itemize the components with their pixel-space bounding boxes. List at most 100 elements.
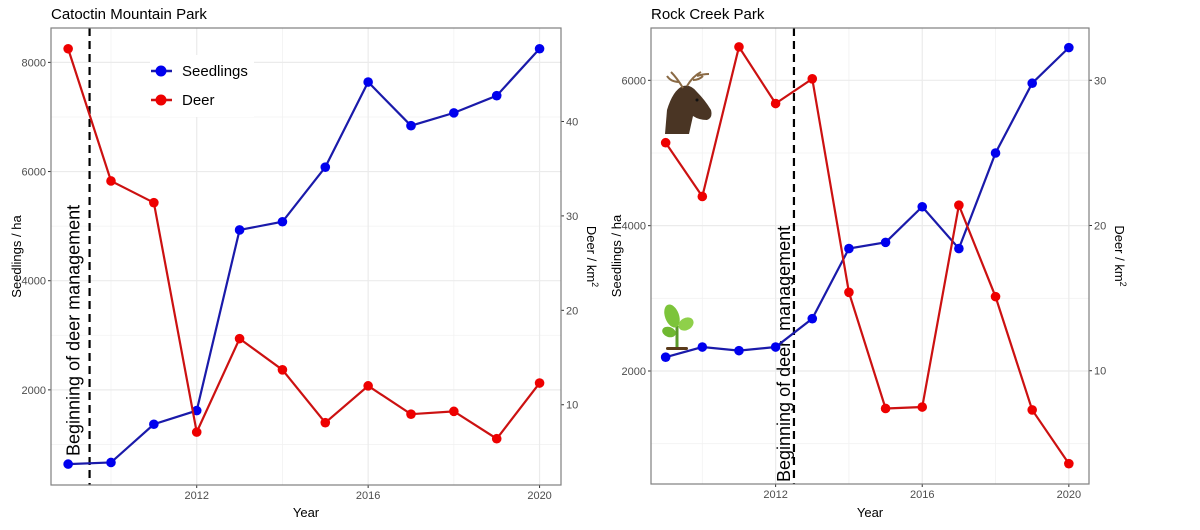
y2-tick-label: 40	[566, 116, 578, 128]
data-point	[63, 459, 73, 469]
chart-panel-1: 2000 4000 6000 8000 10 20 30 40 2012 2016 2020 Cato…	[9, 6, 600, 520]
data-point	[954, 200, 964, 210]
y-axis-title: Seedlings / ha	[9, 215, 24, 298]
data-point	[1064, 42, 1074, 53]
data-point	[491, 433, 502, 444]
seedling-leaf	[664, 304, 680, 328]
data-point	[234, 333, 245, 344]
deer-antlers	[666, 71, 710, 89]
data-point	[1064, 458, 1074, 469]
x-tick-label: 2016	[910, 489, 934, 501]
data-point	[734, 42, 744, 52]
y2-tick-label: 20	[566, 305, 578, 317]
deer-eye	[695, 98, 699, 102]
panel-border	[650, 27, 1090, 485]
series-deer	[63, 43, 545, 444]
deer-head-shape	[665, 85, 712, 134]
data-point	[990, 291, 1001, 302]
data-point	[106, 176, 116, 186]
data-point	[363, 381, 373, 391]
legend-background	[150, 55, 254, 117]
y-axis-title: Seedlings / ha	[609, 214, 624, 297]
data-point	[844, 243, 854, 254]
data-point	[660, 352, 671, 362]
data-point	[770, 342, 781, 352]
y2-axis-title: Deer / km2	[1112, 225, 1128, 286]
data-point	[534, 43, 545, 54]
data-point	[320, 162, 331, 172]
data-point	[320, 417, 331, 428]
data-point	[954, 243, 964, 254]
legend-label: Deer	[182, 92, 215, 109]
y2-tick-label: 10	[1094, 366, 1106, 378]
y-tick-label: 2000	[622, 366, 646, 378]
data-point	[277, 216, 288, 227]
panel-border	[50, 27, 562, 486]
chart-panel-2: 2000 4000 6000 10 20 30 2012 2016 2020 Rock Creek…	[609, 6, 1128, 520]
y2-tick-label: 30	[566, 211, 578, 223]
data-point	[106, 457, 116, 468]
chart-title: Rock Creek Park	[651, 6, 765, 23]
y-tick-label: 6000	[22, 167, 46, 179]
data-point	[191, 405, 202, 416]
x-axis-title: Year	[857, 505, 884, 520]
legend-key-point	[155, 65, 167, 77]
data-point	[697, 342, 708, 352]
y-tick-label: 8000	[22, 57, 46, 69]
series-line	[665, 46, 1070, 359]
y2-tick-label: 20	[1094, 221, 1106, 233]
seedling-leaf	[678, 317, 694, 331]
y2-axis-title: Deer / km2	[584, 226, 600, 287]
legend: Seedlings Deer	[150, 55, 254, 117]
data-point	[277, 365, 288, 375]
data-point	[449, 406, 459, 417]
data-point	[697, 191, 708, 202]
series-line	[664, 44, 1070, 465]
data-point	[770, 98, 781, 109]
series-line	[68, 47, 541, 466]
data-point	[880, 403, 891, 414]
y-tick-label: 6000	[622, 75, 646, 87]
y-tick-label: 4000	[622, 221, 646, 233]
y-tick-label: 4000	[22, 276, 46, 288]
legend-key-point	[155, 94, 167, 106]
data-point	[990, 148, 1001, 158]
y2-axis-title-text: Deer / km	[1112, 225, 1127, 281]
data-point	[234, 225, 245, 235]
x-tick-label: 2020	[527, 490, 551, 502]
chart-title: Catoctin Mountain Park	[51, 6, 207, 23]
data-point	[734, 345, 744, 356]
data-point	[149, 197, 159, 208]
data-point	[807, 74, 818, 84]
x-tick-label: 2016	[356, 490, 380, 502]
data-point	[534, 378, 545, 388]
data-point	[844, 287, 854, 298]
y2-axis-title-superscript: 2	[590, 282, 600, 287]
x-tick-label: 2020	[1057, 489, 1081, 501]
x-axis-title: Year	[293, 505, 320, 520]
y2-tick-label: 10	[566, 400, 578, 412]
seedling-leaf	[662, 326, 676, 338]
x-tick-label: 2012	[763, 489, 787, 501]
data-point	[660, 137, 671, 148]
y-tick-label: 2000	[22, 385, 46, 397]
annotation-text: Beginning of deer management	[774, 226, 794, 482]
data-point	[63, 43, 73, 54]
y2-tick-label: 30	[1094, 75, 1106, 87]
legend-item-seedlings: Seedlings	[151, 63, 248, 80]
data-point	[406, 120, 416, 131]
data-point	[1027, 78, 1037, 89]
data-point	[1027, 405, 1037, 415]
annotation-text: Beginning of deer management	[64, 205, 84, 456]
series-seedlings	[660, 42, 1074, 362]
deer-head-icon	[665, 71, 712, 134]
seedling-soil	[666, 347, 688, 350]
data-point	[406, 409, 416, 419]
legend-item-deer: Deer	[151, 92, 215, 109]
seedling-icon	[662, 304, 694, 350]
y2-axis-title-superscript: 2	[1118, 282, 1128, 287]
data-point	[491, 90, 502, 101]
data-point	[449, 108, 459, 118]
data-point	[149, 419, 159, 430]
data-point	[807, 313, 818, 324]
